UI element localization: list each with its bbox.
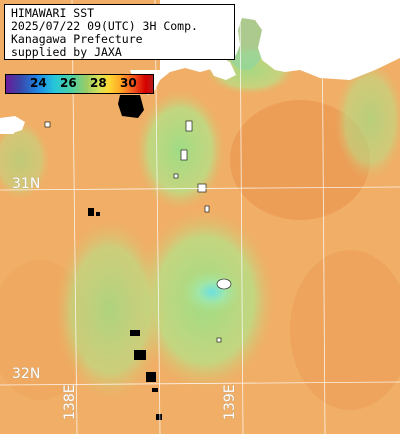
cloud-patch xyxy=(88,208,94,216)
cloud-patch xyxy=(118,95,144,118)
cool-spot xyxy=(182,270,242,314)
island xyxy=(197,183,207,193)
cool-zone xyxy=(135,90,225,210)
color-scale-bar: 24 26 28 30 xyxy=(5,74,154,94)
island xyxy=(173,173,179,179)
cloud-patch xyxy=(156,414,162,420)
island xyxy=(185,120,193,132)
cloud-patch xyxy=(96,212,100,216)
cool-zone xyxy=(335,60,400,180)
info-title: HIMAWARI SST xyxy=(11,6,95,20)
lon-label-139e: 139E xyxy=(222,384,238,420)
land-penninsula xyxy=(206,58,236,80)
cloud-patch xyxy=(134,350,146,360)
island xyxy=(44,121,51,128)
island xyxy=(204,205,210,213)
colorbar-tick: 30 xyxy=(120,76,137,90)
cloud-patch xyxy=(130,330,140,336)
island xyxy=(216,278,232,290)
cloud-patch xyxy=(152,388,158,392)
lat-label-31n: 31N xyxy=(12,176,41,192)
info-datetime: 2025/07/22 09(UTC) 3H Comp. xyxy=(11,19,198,33)
colorbar-tick: 24 xyxy=(30,76,47,90)
cloud-patch xyxy=(146,372,156,382)
island xyxy=(180,149,188,161)
lon-label-138e: 138E xyxy=(62,384,78,420)
warm-patch xyxy=(290,250,400,410)
land-west-coast xyxy=(0,120,14,134)
info-box: HIMAWARI SST 2025/07/22 09(UTC) 3H Comp.… xyxy=(4,4,235,60)
colorbar-tick: 26 xyxy=(60,76,77,90)
lat-label-32n: 32N xyxy=(12,366,41,382)
cool-zone xyxy=(0,120,50,200)
colorbar-tick: 28 xyxy=(90,76,107,90)
info-region: Kanagawa Prefecture xyxy=(11,32,143,46)
warm-patch xyxy=(230,100,370,220)
info-source: supplied by JAXA xyxy=(11,45,122,59)
island xyxy=(216,337,222,343)
